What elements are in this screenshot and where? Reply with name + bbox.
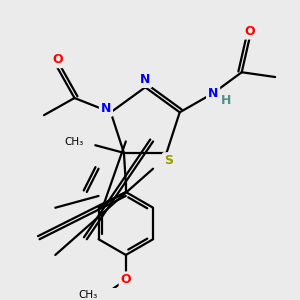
Text: N: N <box>140 73 150 86</box>
Text: S: S <box>164 154 173 167</box>
Text: N: N <box>101 102 111 115</box>
Text: O: O <box>244 25 255 38</box>
Text: CH₃: CH₃ <box>64 137 84 147</box>
Text: CH₃: CH₃ <box>78 290 97 300</box>
Text: O: O <box>121 273 131 286</box>
Text: N: N <box>208 87 218 100</box>
Text: O: O <box>52 53 63 66</box>
Text: H: H <box>221 94 232 107</box>
